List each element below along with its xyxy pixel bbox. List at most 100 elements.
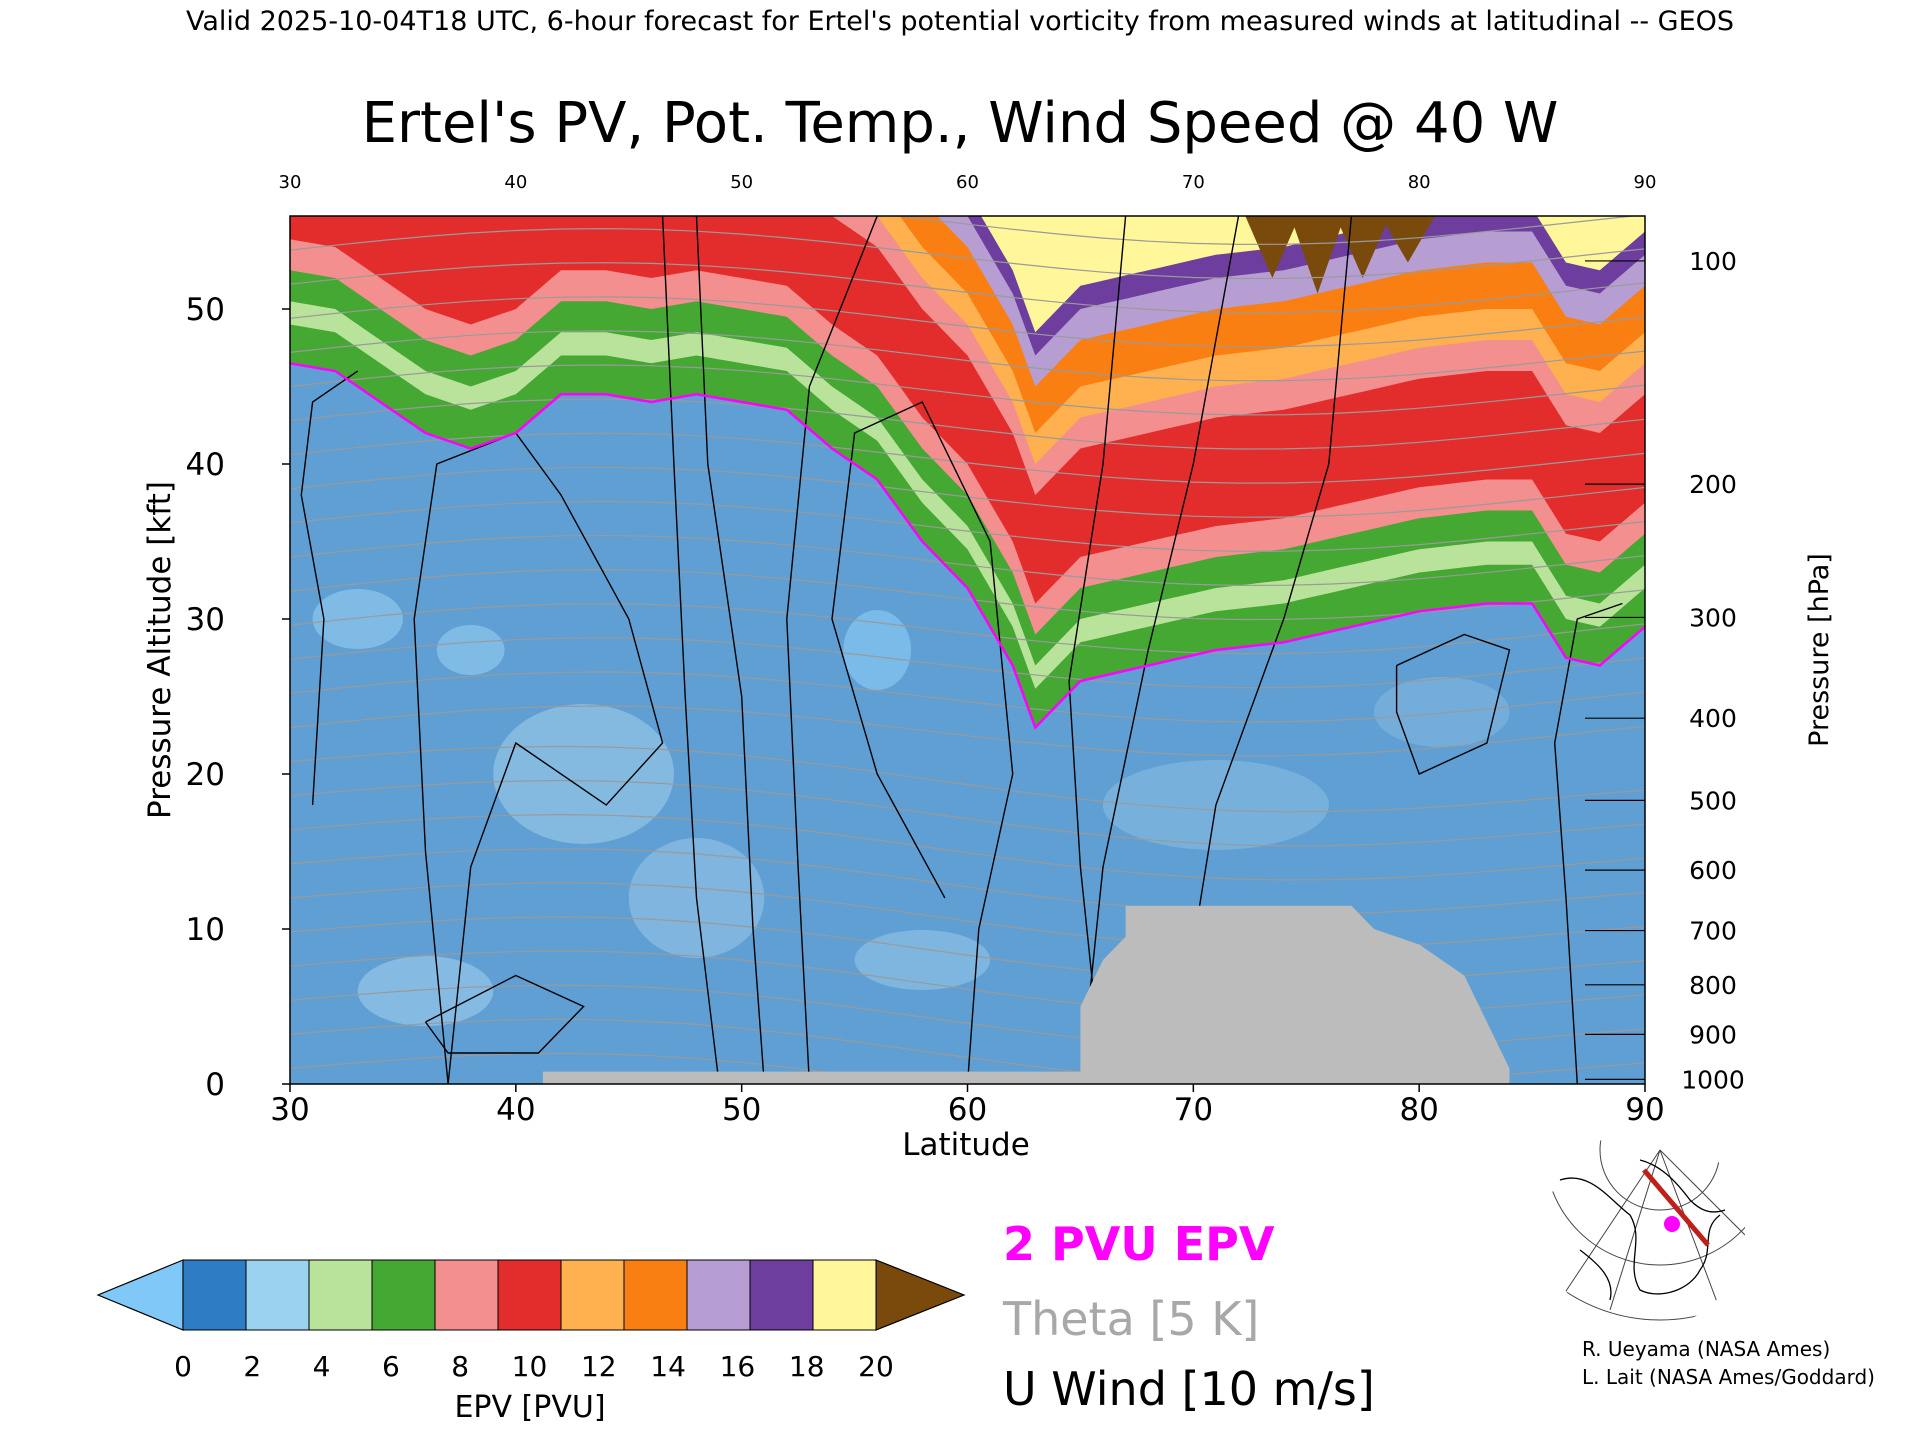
chart-title: Ertel's PV, Pot. Temp., Wind Speed @ 40 … bbox=[362, 91, 1559, 156]
colorbar-segment-1 bbox=[245, 1259, 310, 1331]
pressure-tick-label-1: 200 bbox=[1689, 470, 1737, 499]
colorbar-segment-0 bbox=[182, 1259, 247, 1331]
u-wind-contour-5 bbox=[1068, 216, 1127, 1084]
theta-contour-11 bbox=[290, 671, 1645, 723]
x-tick-label-2: 50 bbox=[722, 1092, 761, 1128]
colorbar-tick-7: 14 bbox=[650, 1350, 686, 1383]
x-tick-label-5: 80 bbox=[1399, 1092, 1438, 1128]
epv-max-3 bbox=[1380, 216, 1435, 263]
x-tick-label-0: 30 bbox=[270, 1092, 309, 1128]
theta-contour-10 bbox=[290, 705, 1645, 757]
stratosphere-bands bbox=[290, 216, 1645, 728]
colorbar-segment-5 bbox=[497, 1259, 562, 1331]
colorbar-segment-7 bbox=[623, 1259, 688, 1331]
colorbar-tick-5: 10 bbox=[512, 1350, 548, 1383]
theta-contour-12 bbox=[290, 637, 1645, 689]
colorbar-tick-0: 0 bbox=[174, 1350, 192, 1383]
theta-contour-15 bbox=[290, 534, 1645, 587]
u-wind-contours bbox=[300, 216, 1623, 1084]
colorbar-label: EPV [PVU] bbox=[454, 1390, 605, 1425]
tropo-patch-1 bbox=[436, 625, 505, 675]
u-wind-contour-4 bbox=[831, 401, 1014, 1084]
colorbar-tick-labels: 0 2 4 6 8 10 12 14 16 18 20 bbox=[174, 1350, 894, 1383]
u-wind-contour-8 bbox=[1395, 633, 1511, 775]
theta-contour-20 bbox=[290, 364, 1645, 416]
y-tick-label-5: 50 bbox=[186, 292, 225, 328]
theta-contour-7 bbox=[290, 813, 1645, 881]
pressure-tick-label-4: 500 bbox=[1689, 786, 1737, 815]
top-tick-label-1: 40 bbox=[504, 172, 527, 193]
pressure-tick-label-6: 700 bbox=[1689, 917, 1737, 946]
theta-contour-19 bbox=[290, 398, 1645, 450]
u-wind-contour-3 bbox=[786, 216, 878, 1084]
colorbar-tick-3: 6 bbox=[382, 1350, 400, 1383]
legend: 2 PVU EPV Theta [5 K] U Wind [10 m/s] bbox=[1002, 1217, 1375, 1416]
y-axis-label-right: Pressure [hPa] bbox=[1804, 553, 1835, 747]
pressure-tick-label-0: 100 bbox=[1689, 247, 1737, 276]
x-axis-ticks: 30 40 50 60 70 80 90 bbox=[270, 1084, 1665, 1128]
epv-band-10 bbox=[981, 216, 1645, 333]
u-wind-contour-0 bbox=[413, 432, 664, 1084]
pressure-tick-label-3: 400 bbox=[1689, 704, 1737, 733]
colorbar bbox=[96, 1259, 966, 1331]
u-wind-contour-2 bbox=[695, 216, 765, 1084]
plot-area bbox=[290, 216, 1645, 1084]
theta-contour-0 bbox=[290, 1052, 919, 1084]
top-tick-label-0: 30 bbox=[279, 172, 302, 193]
pressure-axis-ticks: 100 200 300 400 500 600 700 800 900 1000 bbox=[1585, 247, 1745, 1094]
cross-section-path bbox=[1642, 1168, 1710, 1247]
theta-contour-16 bbox=[290, 500, 1645, 552]
legend-theta: Theta [5 K] bbox=[1002, 1292, 1259, 1346]
theta-contour-21 bbox=[290, 330, 1645, 382]
theta-contour-22 bbox=[290, 296, 1645, 348]
x-tick-label-4: 70 bbox=[1174, 1092, 1213, 1128]
top-tick-label-4: 70 bbox=[1182, 172, 1205, 193]
theta-contour-24 bbox=[290, 227, 1645, 280]
y-axis-ticks: 0 10 20 30 40 50 bbox=[186, 292, 290, 1103]
x-axis-label: Latitude bbox=[902, 1127, 1030, 1163]
tropo-patch-7 bbox=[854, 930, 991, 990]
u-wind-contour-11 bbox=[424, 974, 585, 1054]
map-inset bbox=[1542, 1130, 1750, 1321]
x-tick-label-6: 90 bbox=[1625, 1092, 1664, 1128]
x-tick-label-1: 40 bbox=[496, 1092, 535, 1128]
theta-contour-14 bbox=[290, 568, 1645, 621]
theta-contour-13 bbox=[290, 603, 1645, 655]
legend-epv: 2 PVU EPV bbox=[1003, 1217, 1275, 1271]
theta-contour-6 bbox=[290, 848, 1645, 915]
theta-contour-25 bbox=[290, 216, 1639, 246]
theta-contour-18 bbox=[290, 432, 1645, 484]
top-axis-ticks: 30 40 50 60 70 80 90 bbox=[279, 172, 1657, 193]
theta-contour-9 bbox=[290, 745, 1645, 813]
pressure-tick-label-7: 800 bbox=[1689, 971, 1737, 1000]
tropo-patch-4 bbox=[843, 610, 912, 690]
tropo-patch-0 bbox=[312, 589, 403, 649]
pressure-tick-label-5: 600 bbox=[1689, 856, 1737, 885]
top-tick-label-2: 50 bbox=[730, 172, 753, 193]
theta-contour-17 bbox=[290, 466, 1645, 518]
colorbar-tick-10: 20 bbox=[858, 1350, 894, 1383]
credit-2: L. Lait (NASA Ames/Goddard) bbox=[1582, 1365, 1875, 1389]
top-tick-label-5: 80 bbox=[1408, 172, 1431, 193]
tropo-patch-2 bbox=[493, 704, 674, 844]
tropo-patch-6 bbox=[357, 956, 494, 1026]
epv-max-2 bbox=[1335, 216, 1390, 278]
u-wind-contour-10 bbox=[300, 370, 359, 806]
colorbar-segment-10 bbox=[812, 1259, 877, 1331]
legend-u-wind: U Wind [10 m/s] bbox=[1003, 1362, 1375, 1416]
theta-contour-8 bbox=[290, 779, 1645, 847]
colorbar-tick-2: 4 bbox=[313, 1350, 331, 1383]
u-wind-contour-1 bbox=[661, 216, 720, 1084]
credit-1: R. Ueyama (NASA Ames) bbox=[1582, 1337, 1830, 1361]
colorbar-segment-2 bbox=[308, 1259, 373, 1331]
forecast-header: Valid 2025-10-04T18 UTC, 6-hour forecast… bbox=[186, 6, 1734, 37]
colorbar-tick-8: 16 bbox=[720, 1350, 756, 1383]
epv-max-1 bbox=[1290, 216, 1345, 294]
top-tick-label-3: 60 bbox=[956, 172, 979, 193]
y-tick-label-3: 30 bbox=[186, 602, 225, 638]
y-tick-label-1: 10 bbox=[186, 912, 225, 948]
colorbar-tick-9: 18 bbox=[789, 1350, 825, 1383]
epv-max-0 bbox=[1245, 216, 1300, 278]
cross-section-marker bbox=[1664, 1216, 1680, 1232]
